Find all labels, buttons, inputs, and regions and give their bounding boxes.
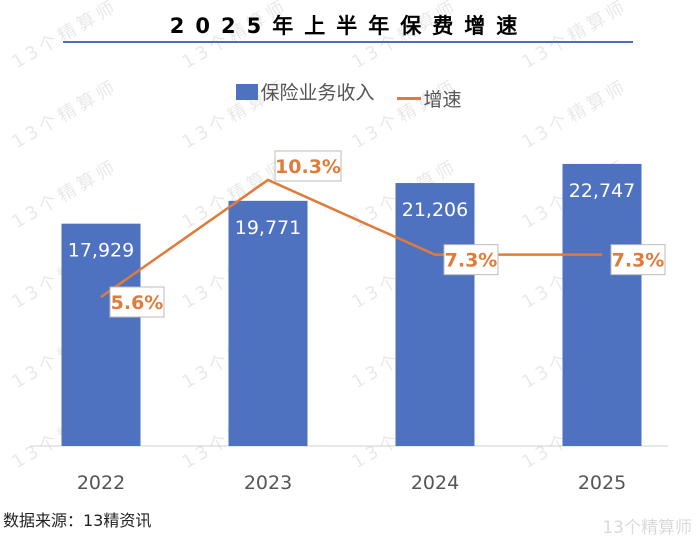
source-note: 数据来源：13精资讯 xyxy=(3,511,152,530)
legend-item-line: 增速 xyxy=(396,85,462,112)
x-tick-2023: 2023 xyxy=(244,472,292,494)
growth-label-box-2023 xyxy=(274,150,342,182)
legend-swatch-bar xyxy=(236,83,259,100)
growth-label-box-2022 xyxy=(109,286,165,318)
growth-label-box-2025 xyxy=(610,244,666,276)
legend-label-bar: 保险业务收入 xyxy=(260,82,375,104)
chart-title: 2025年上半年保费增速 xyxy=(169,14,529,38)
bar-label-2024: 21,206 xyxy=(402,199,468,221)
bar-2022 xyxy=(61,223,141,446)
growth-label-2023: 10.3% xyxy=(275,156,341,178)
growth-label-2024: 7.3% xyxy=(445,250,498,272)
bar-label-2025: 22,747 xyxy=(569,180,635,202)
bar-2025 xyxy=(562,163,642,446)
legend: 保险业务收入 增速 xyxy=(0,78,698,112)
bar-2024 xyxy=(395,183,475,446)
bar-label-2023: 19,771 xyxy=(235,217,301,239)
x-tick-2025: 2025 xyxy=(578,472,626,494)
legend-swatch-line xyxy=(396,96,421,100)
watermark-weibo: 13个精算师 xyxy=(602,518,692,538)
x-tick-2022: 2022 xyxy=(77,472,125,494)
x-tick-2024: 2024 xyxy=(411,472,459,494)
title-underline xyxy=(63,41,633,43)
growth-line xyxy=(100,178,602,299)
growth-label-box-2024 xyxy=(443,244,499,276)
growth-label-2022: 5.6% xyxy=(111,292,164,314)
bar-label-2022: 17,929 xyxy=(68,240,134,262)
growth-label-2025: 7.3% xyxy=(612,250,665,272)
legend-label-line: 增速 xyxy=(423,88,462,111)
legend-item-bar: 保险业务收入 xyxy=(236,78,374,105)
bar-2023 xyxy=(228,200,308,446)
